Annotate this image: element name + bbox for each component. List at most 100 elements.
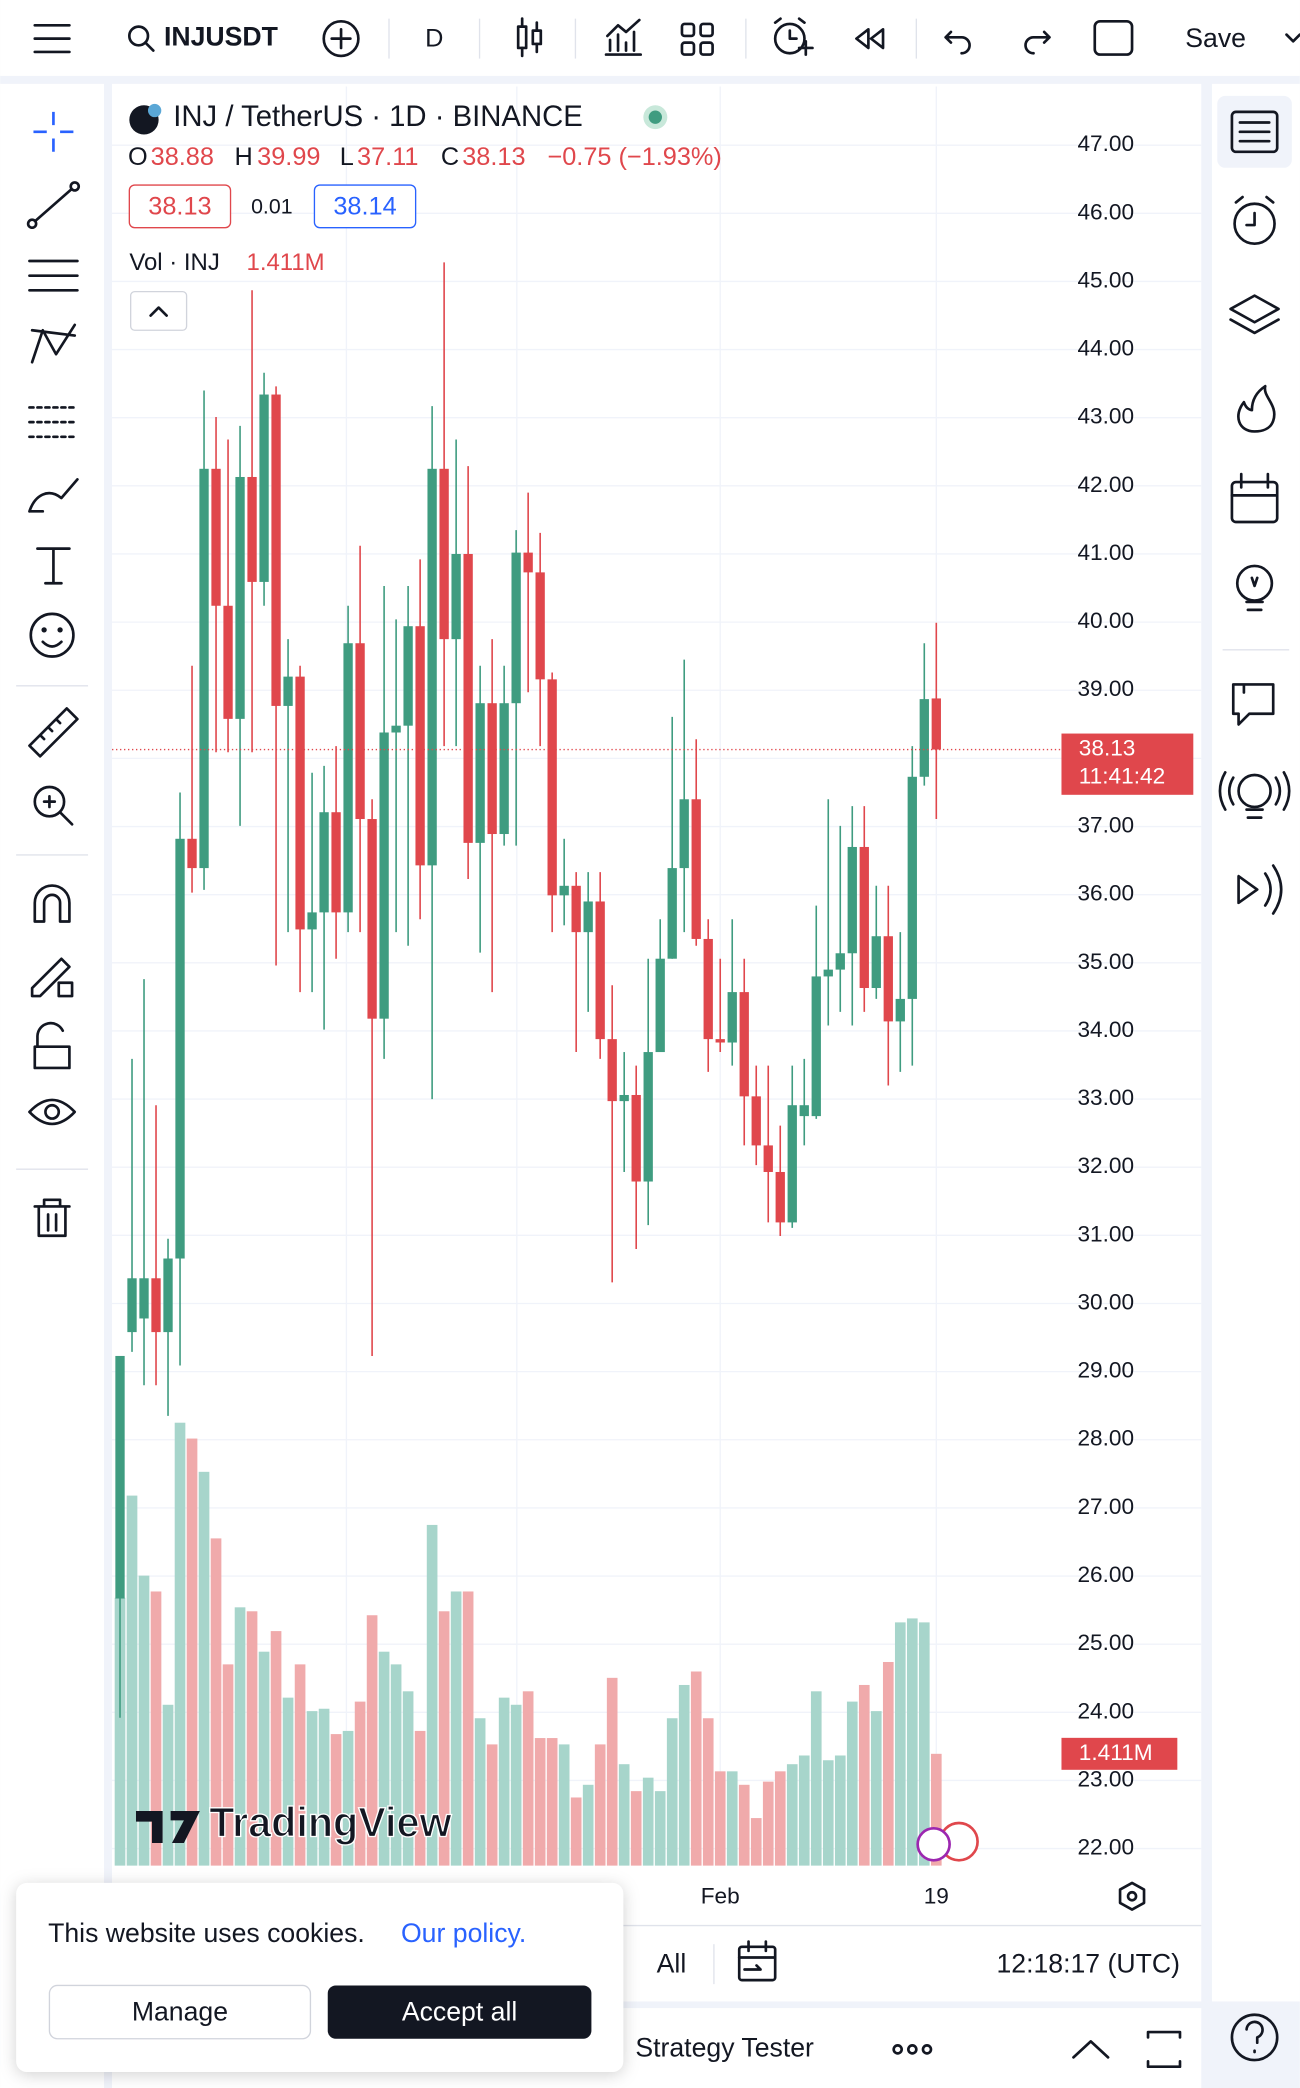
volume-bar [930,1753,942,1866]
candle-body [823,969,833,977]
watermark-text: TradingView [209,1800,452,1846]
indicators[interactable] [604,18,643,56]
maximize-panel[interactable] [1146,2030,1182,2069]
volume-bar [474,1718,486,1866]
candle-body [583,901,593,933]
candle-body [415,626,425,866]
top-bar [0,0,1300,76]
candle-body [691,799,701,939]
cookie-policy-link[interactable]: Our policy. [401,1918,526,1948]
chart-type[interactable] [516,17,543,58]
candle-body [727,992,737,1043]
expand-panel[interactable] [1072,2040,1110,2059]
help[interactable] [1230,2013,1279,2062]
chart-title: INJ / TetherUS · 1D · BINANCE [173,100,583,133]
manage-button[interactable] [48,1984,312,2040]
close-label: C [441,143,459,171]
volume-bar [234,1607,246,1866]
candle-body [295,676,305,930]
volume-bar [582,1784,594,1866]
templates[interactable] [680,22,714,56]
settings-icon[interactable] [1118,1881,1146,1911]
save-button[interactable]: Save [1185,23,1246,53]
undo[interactable] [944,30,971,55]
volume-bar [306,1711,318,1866]
volume-bar [342,1730,354,1866]
redo[interactable] [1024,30,1051,55]
candle-body [643,1052,653,1182]
strategy-tester-tab[interactable]: Strategy Tester [635,2032,814,2062]
volume-bar [138,1575,150,1866]
accept-label[interactable]: Accept all [402,1996,517,2026]
replay[interactable] [855,27,885,50]
clock: 12:18:17 (UTC) [996,1949,1180,1979]
candle-body [499,703,509,835]
volume-bar [918,1622,930,1866]
candle-body [487,703,497,835]
volume-bar [558,1744,570,1866]
interval[interactable]: D [425,25,443,53]
sell-price[interactable]: 38.13 [148,192,211,220]
volume-bar [810,1691,822,1866]
candle-body [631,1094,641,1182]
price-axis: 22.00 23.00 24.00 25.00 26.00 27.00 28.00 29.00… [701,131,1194,1909]
volume-bar [426,1524,438,1866]
volume-bar [834,1755,846,1866]
volume-bar [390,1664,402,1866]
candle-body [751,1096,761,1146]
ohlc-legend: O 38.88 H 39.99 L 37.11 C 38.13 −0.75 (−… [128,143,722,171]
cookie-card [16,1882,624,2073]
go-to-date[interactable] [737,1940,777,1982]
y-tick-label: 30.00 [1077,1289,1134,1314]
save-menu[interactable] [1285,33,1300,43]
event-flag[interactable] [916,1827,951,1862]
volume-bar [210,1538,222,1866]
range-all[interactable]: All [657,1949,687,1979]
y-tick-label: 42.00 [1077,472,1134,497]
candle-body [775,1171,785,1223]
candle-body [703,938,713,1040]
grid [112,86,1202,1866]
change-value: −0.75 (−1.93%) [547,143,721,171]
symbol-logo [129,103,162,135]
x-tick-label: Feb [701,1884,740,1909]
add-symbol[interactable] [322,19,360,58]
collapse-legend[interactable] [129,290,188,331]
candle-body [199,468,209,869]
symbol[interactable]: INJUSDT [164,22,278,52]
sell-button[interactable] [128,184,232,229]
menu-icon[interactable] [33,23,71,54]
volume-bar [870,1711,882,1866]
symbol-search[interactable] [128,25,155,52]
volume-bar [318,1708,330,1866]
drawing-tools[interactable] [16,111,89,1238]
fullscreen[interactable] [1093,19,1134,56]
y-tick-label: 22.00 [1077,1835,1134,1860]
buy-price[interactable]: 38.14 [333,192,396,220]
volume-bar [690,1671,702,1866]
candle-body [127,1278,137,1333]
buy-button[interactable] [313,184,417,229]
volume-bar [654,1791,666,1866]
candle-body [115,1355,125,1599]
manage-label[interactable]: Manage [132,1996,228,2026]
candle-body [883,936,893,1022]
alert[interactable] [773,17,814,56]
accept-button[interactable] [327,1985,592,2039]
volume-bar [366,1615,378,1866]
candle-body [283,676,293,706]
right-tools[interactable] [1217,95,1292,915]
more-menu[interactable] [892,2044,933,2055]
cookie-message: This website uses cookies. [48,1918,365,1948]
volume-bar [702,1718,714,1866]
candle-body [511,552,521,704]
y-tick-label: 36.00 [1077,881,1134,906]
candle-body [811,976,821,1117]
candle-body [595,901,605,1040]
y-tick-label: 29.00 [1077,1358,1134,1383]
watermark [135,1811,200,1843]
volume-bar [522,1691,534,1866]
y-tick-label: 24.00 [1077,1698,1134,1723]
y-tick-label: 47.00 [1077,131,1134,156]
candle-body [463,553,473,843]
